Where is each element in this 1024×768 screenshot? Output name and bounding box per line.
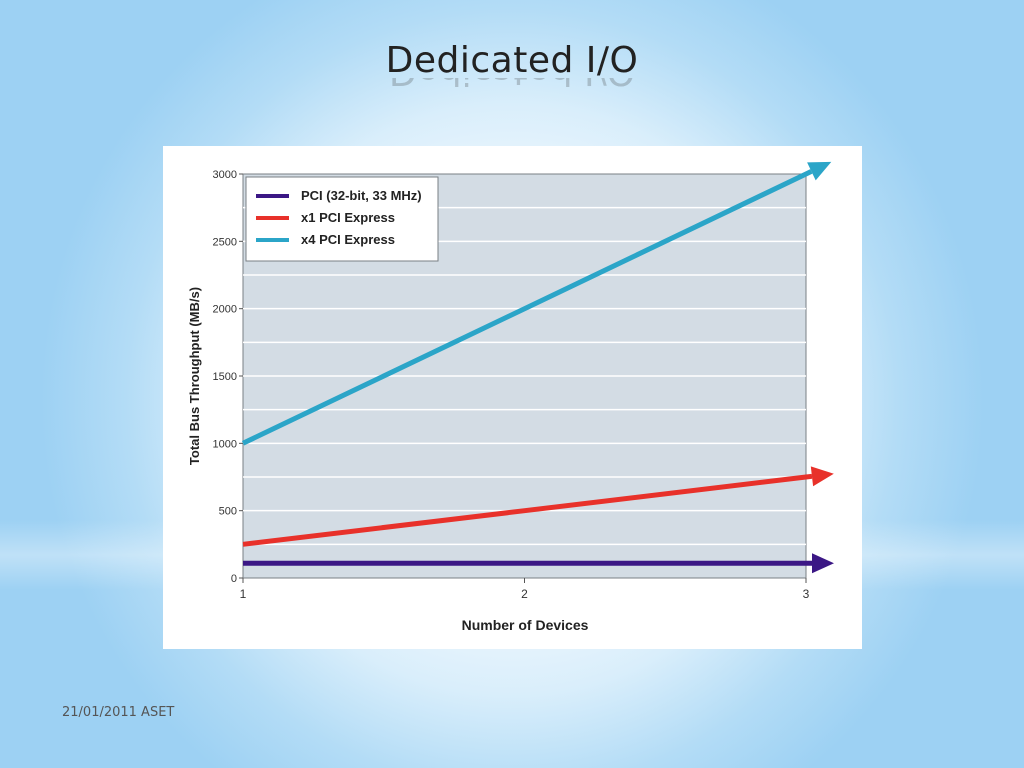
footer-date: 21/01/2011 ASET (62, 705, 175, 720)
throughput-chart: 0 500 1000 1500 2000 2500 3000 1 2 3 PCI (32-bit… (187, 161, 834, 633)
legend: PCI (32-bit, 33 MHz) x1 PCI Express x4 PCI… (245, 176, 439, 262)
y-tick-label: 500 (219, 506, 237, 518)
legend-label: PCI (32-bit, 33 MHz) (301, 188, 422, 203)
series-arrowhead-3 (807, 161, 832, 181)
legend-label: x4 PCI Express (301, 232, 395, 247)
y-tick-label: 2500 (213, 236, 237, 248)
x-tick-labels: 1 2 3 (240, 578, 810, 601)
slide-title-reflection: Dedicated I/O (0, 78, 1024, 92)
y-tick-label: 1500 (213, 371, 237, 383)
x-tick-label: 2 (521, 587, 528, 601)
series-line-2 (242, 473, 813, 547)
x-tick-label: 3 (803, 587, 810, 601)
x-tick-label: 1 (240, 587, 247, 601)
slide-title: Dedicated I/O (385, 40, 639, 81)
legend-label: x1 PCI Express (301, 210, 395, 225)
series-arrowhead-2 (810, 466, 834, 487)
y-axis-title: Total Bus Throughput (MB/s) (187, 287, 202, 465)
series-arrowhead-1 (812, 553, 834, 574)
series-line-3 (241, 169, 813, 446)
y-tick-label: 3000 (213, 169, 237, 181)
y-tick-label: 1000 (213, 438, 237, 450)
y-tick-labels: 0 500 1000 1500 2000 2500 3000 (213, 169, 243, 585)
chart-card: 0 500 1000 1500 2000 2500 3000 1 2 3 PCI (32-bit… (163, 146, 862, 649)
y-tick-label: 0 (231, 573, 237, 585)
x-axis-title: Number of Devices (462, 617, 589, 633)
y-tick-label: 2000 (213, 304, 237, 316)
series-lines (241, 161, 834, 574)
